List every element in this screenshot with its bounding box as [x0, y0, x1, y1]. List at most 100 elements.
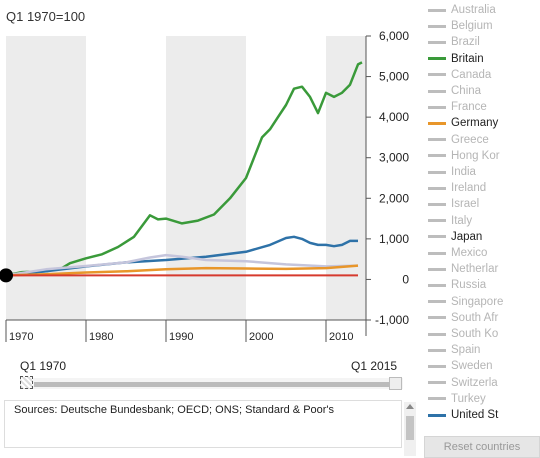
legend-label: Mexico: [451, 247, 488, 259]
legend-label: France: [451, 101, 487, 114]
legend-item[interactable]: Germany: [428, 115, 498, 131]
legend-item[interactable]: China: [428, 83, 481, 99]
y-tick-label: 6,000: [379, 29, 409, 43]
legend-label: Switzerla: [451, 376, 498, 389]
range-start-handle[interactable]: [20, 376, 33, 389]
legend-item[interactable]: Australia: [428, 2, 496, 18]
legend-item[interactable]: South Afr: [428, 310, 498, 326]
legend-item[interactable]: Israel: [428, 196, 479, 212]
range-slider-bar: [34, 382, 391, 387]
legend-item[interactable]: Spain: [428, 342, 480, 358]
chart-title: Q1 1970=100: [6, 9, 86, 24]
x-tick-label: 1980: [89, 331, 113, 343]
scroll-up-arrow-icon[interactable]: [406, 404, 414, 409]
legend-swatch: [428, 73, 446, 77]
legend-item[interactable]: Hong Kor: [428, 148, 500, 164]
legend-label: Brazil: [451, 36, 480, 49]
range-end-label: Q1 2015: [351, 359, 398, 373]
legend-swatch: [428, 170, 446, 174]
legend-item[interactable]: Switzerla: [428, 375, 498, 391]
legend-label: Britain: [451, 52, 484, 65]
y-tick-label: -1,000: [375, 313, 409, 327]
legend-label: Sweden: [451, 360, 493, 373]
legend-swatch: [428, 267, 446, 271]
legend-item[interactable]: Belgium: [428, 18, 493, 34]
y-tick-label: 4,000: [379, 110, 409, 124]
legend-label: Canada: [451, 68, 492, 81]
legend-item[interactable]: Britain: [428, 51, 484, 67]
legend-label: Turkey: [451, 392, 486, 405]
legend-swatch: [428, 332, 446, 336]
legend-item[interactable]: Japan: [428, 229, 482, 245]
series-line-germany: [5, 264, 359, 277]
legend-swatch: [428, 8, 446, 12]
legend-swatch: [428, 121, 446, 125]
legend-label: Japan: [451, 230, 483, 243]
scrollbar-thumb[interactable]: [406, 416, 414, 440]
legend-item[interactable]: Sweden: [428, 358, 493, 374]
legend-item[interactable]: Russia: [428, 277, 486, 293]
legend-swatch: [428, 138, 446, 142]
legend-swatch: [428, 364, 446, 368]
legend-swatch: [428, 202, 446, 206]
legend-item[interactable]: Ireland: [428, 180, 486, 196]
legend-label: Ireland: [451, 182, 487, 195]
series-line-britain: [5, 61, 363, 277]
legend-swatch: [428, 300, 446, 304]
legend-item[interactable]: India: [428, 164, 476, 180]
legend-swatch: [428, 40, 446, 44]
y-tick-label: 2,000: [379, 191, 409, 205]
range-slider-track[interactable]: [22, 378, 403, 389]
legend-label: Singapore: [451, 295, 504, 308]
x-tick-label: 1970: [9, 331, 33, 343]
legend-swatch: [428, 348, 446, 352]
legend-swatch: [428, 154, 446, 158]
legend-item[interactable]: Italy: [428, 213, 472, 229]
legend-item[interactable]: South Ko: [428, 326, 498, 342]
chart: 6,000 5,000 4,000 3,000 2,000 1,000 0 -1,000 197…: [0, 29, 409, 343]
decade-band: [166, 36, 246, 320]
decade-band: [246, 36, 326, 320]
range-end-handle[interactable]: [389, 377, 402, 390]
y-tick-label: 1,000: [379, 232, 409, 246]
legend-swatch: [428, 283, 446, 287]
y-tick-label: 0: [402, 272, 409, 286]
legend-label: Israel: [451, 198, 480, 211]
legend-swatch: [428, 24, 446, 28]
legend-item[interactable]: Greece: [428, 132, 489, 148]
legend-item[interactable]: Turkey: [428, 391, 486, 407]
legend-item[interactable]: Singapore: [428, 294, 503, 310]
y-tick-label: 3,000: [379, 151, 409, 165]
legend-label: Australia: [451, 4, 496, 16]
legend-label: Russia: [451, 279, 487, 292]
sources-scrollbar[interactable]: [404, 402, 416, 456]
decade-band: [6, 36, 86, 320]
legend-label: Netherlar: [451, 263, 499, 276]
range-start-label: Q1 1970: [20, 359, 67, 373]
x-tick-label: 2000: [249, 331, 273, 343]
baseline-marker: [0, 268, 13, 283]
legend-label: United St: [451, 409, 499, 421]
x-tick-label: 1990: [169, 331, 193, 343]
legend-swatch: [428, 413, 446, 417]
legend-label: Italy: [451, 214, 473, 227]
legend-item[interactable]: Netherlar: [428, 261, 498, 277]
legend-swatch: [428, 57, 446, 61]
legend-swatch: [428, 316, 446, 320]
legend-label: South Ko: [451, 328, 499, 340]
legend-item[interactable]: United St: [428, 407, 498, 423]
reset-countries-button[interactable]: Reset countries: [424, 436, 540, 458]
legend-swatch: [428, 105, 446, 109]
legend-swatch: [428, 381, 446, 385]
decade-band: [326, 36, 366, 320]
country-legend: Australia Belgium Brazil Britain Canada China…: [428, 0, 540, 436]
legend-swatch: [428, 219, 446, 223]
legend-item[interactable]: Brazil: [428, 34, 480, 50]
legend-item[interactable]: Mexico: [428, 245, 487, 261]
legend-item[interactable]: France: [428, 99, 487, 115]
legend-label: Hong Kor: [451, 149, 500, 162]
legend-label: South Afr: [451, 311, 499, 324]
legend-swatch: [428, 186, 446, 190]
decade-band: [86, 36, 166, 320]
legend-item[interactable]: Canada: [428, 67, 491, 83]
